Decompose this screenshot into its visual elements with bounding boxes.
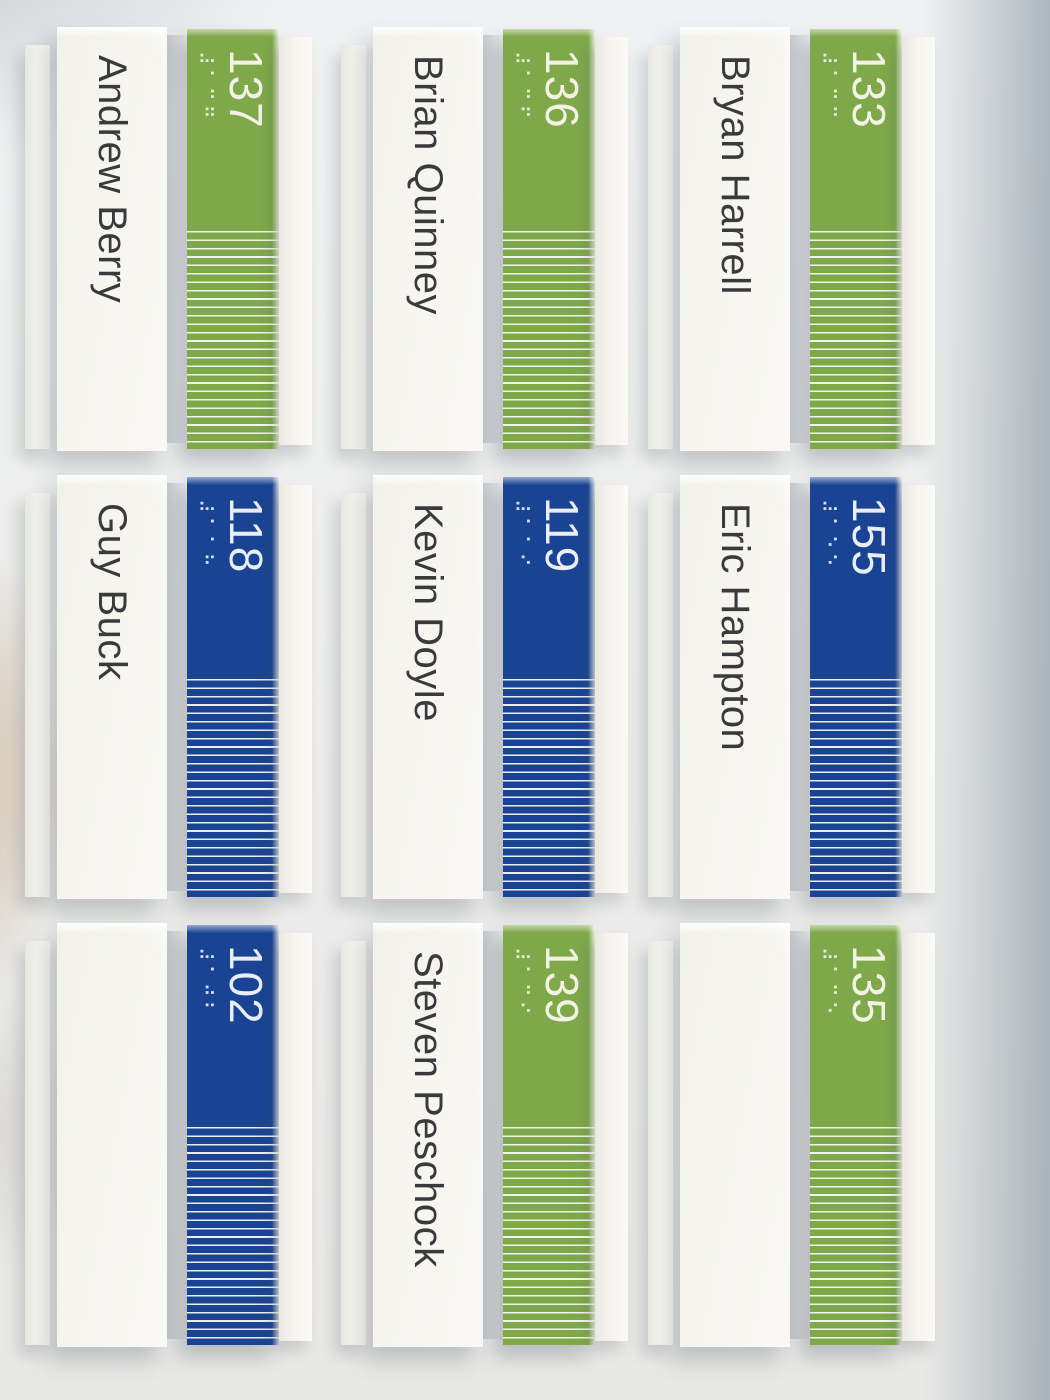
braille-dots: ⠼⠁⠁⠊ xyxy=(510,499,532,571)
name-plate: Andrew Berry xyxy=(57,27,167,451)
plate-gap-shadow xyxy=(790,483,810,891)
room-number-stripe: 139 ⠼⠁⠉⠊ xyxy=(503,925,595,1345)
mounting-rail-right xyxy=(279,933,312,1341)
mounting-rail-left xyxy=(341,493,366,897)
occupant-name: Kevin Doyle xyxy=(406,503,451,722)
mounting-rail-left xyxy=(341,45,366,449)
room-number: 137 xyxy=(220,49,272,129)
stripe-line-pattern xyxy=(503,678,595,897)
plate-gap-shadow xyxy=(483,35,503,443)
stripe-line-pattern xyxy=(810,678,902,897)
mounting-rail-left xyxy=(648,45,673,449)
room-number-stripe: 102 ⠼⠁⠚⠃ xyxy=(187,925,279,1345)
mounting-rail-left xyxy=(25,45,50,449)
room-number: 119 xyxy=(536,497,588,574)
braille-dots: ⠼⠁⠉⠑ xyxy=(817,947,839,1019)
mounting-rail-right xyxy=(595,485,628,893)
name-plate xyxy=(57,923,167,1347)
door-sign: Steven Peschock 139 ⠼⠁⠉⠊ xyxy=(341,923,633,1347)
occupant-name: Guy Buck xyxy=(90,503,135,681)
braille-dots: ⠼⠁⠚⠃ xyxy=(194,947,216,1019)
mounting-rail-right xyxy=(902,933,935,1341)
mounting-rail-right xyxy=(902,37,935,445)
plate-gap-shadow xyxy=(167,931,187,1339)
mounting-rail-left xyxy=(648,941,673,1345)
plate-gap-shadow xyxy=(483,483,503,891)
plate-gap-shadow xyxy=(167,35,187,443)
stripe-line-pattern xyxy=(187,1126,279,1345)
mounting-rail-right xyxy=(279,37,312,445)
stripe-line-pattern xyxy=(810,230,902,449)
door-sign: Eric Hampton 155 ⠼⠁⠑⠑ xyxy=(648,475,940,899)
room-number-stripe: 133 ⠼⠁⠉⠉ xyxy=(810,29,902,449)
name-plate: Eric Hampton xyxy=(680,475,790,899)
door-sign: Brian Quinney 136 ⠼⠁⠉⠋ xyxy=(341,27,633,451)
room-number-stripe: 135 ⠼⠁⠉⠑ xyxy=(810,925,902,1345)
room-number: 102 xyxy=(220,945,272,1025)
stripe-line-pattern xyxy=(187,230,279,449)
room-number: 133 xyxy=(843,49,895,129)
door-sign: Kevin Doyle 119 ⠼⠁⠁⠊ xyxy=(341,475,633,899)
mounting-rail-left xyxy=(341,941,366,1345)
braille-dots: ⠼⠁⠉⠋ xyxy=(510,51,532,123)
room-number: 139 xyxy=(536,945,588,1025)
stripe-line-pattern xyxy=(503,230,595,449)
braille-dots: ⠼⠁⠉⠊ xyxy=(510,947,532,1019)
mounting-rail-right xyxy=(279,485,312,893)
plate-gap-shadow xyxy=(167,483,187,891)
room-number: 118 xyxy=(220,497,272,574)
stripe-line-pattern xyxy=(503,1126,595,1345)
mounting-rail-left xyxy=(25,941,50,1345)
room-number: 135 xyxy=(843,945,895,1025)
room-number: 155 xyxy=(843,497,895,577)
door-sign: 135 ⠼⠁⠉⠑ xyxy=(648,923,940,1347)
mounting-rail-left xyxy=(25,493,50,897)
stripe-line-pattern xyxy=(810,1126,902,1345)
plate-gap-shadow xyxy=(790,931,810,1339)
mounting-rail-right xyxy=(595,37,628,445)
mounting-rail-right xyxy=(902,485,935,893)
door-sign: Guy Buck 118 ⠼⠁⠁⠓ xyxy=(25,475,317,899)
stripe-line-pattern xyxy=(187,678,279,897)
door-sign: Andrew Berry 137 ⠼⠁⠉⠛ xyxy=(25,27,317,451)
plate-gap-shadow xyxy=(483,931,503,1339)
braille-dots: ⠼⠁⠁⠓ xyxy=(194,499,216,571)
name-plate: Bryan Harrell xyxy=(680,27,790,451)
name-plate: Steven Peschock xyxy=(373,923,483,1347)
occupant-name: Steven Peschock xyxy=(406,951,451,1268)
name-plate: Brian Quinney xyxy=(373,27,483,451)
door-sign: 102 ⠼⠁⠚⠃ xyxy=(25,923,317,1347)
occupant-name: Eric Hampton xyxy=(713,503,758,752)
mounting-rail-left xyxy=(648,493,673,897)
braille-dots: ⠼⠁⠑⠑ xyxy=(817,499,839,571)
room-number-stripe: 118 ⠼⠁⠁⠓ xyxy=(187,477,279,897)
door-sign: Bryan Harrell 133 ⠼⠁⠉⠉ xyxy=(648,27,940,451)
name-plate: Kevin Doyle xyxy=(373,475,483,899)
name-plate: Guy Buck xyxy=(57,475,167,899)
room-number-stripe: 155 ⠼⠁⠑⠑ xyxy=(810,477,902,897)
occupant-name: Brian Quinney xyxy=(406,55,451,315)
name-plate xyxy=(680,923,790,1347)
room-number-stripe: 137 ⠼⠁⠉⠛ xyxy=(187,29,279,449)
braille-dots: ⠼⠁⠉⠛ xyxy=(194,51,216,123)
room-number-stripe: 119 ⠼⠁⠁⠊ xyxy=(503,477,595,897)
room-number-stripe: 136 ⠼⠁⠉⠋ xyxy=(503,29,595,449)
mounting-rail-right xyxy=(595,933,628,1341)
room-number: 136 xyxy=(536,49,588,129)
braille-dots: ⠼⠁⠉⠉ xyxy=(817,51,839,123)
occupant-name: Andrew Berry xyxy=(90,55,135,304)
occupant-name: Bryan Harrell xyxy=(713,55,758,295)
plate-gap-shadow xyxy=(790,35,810,443)
